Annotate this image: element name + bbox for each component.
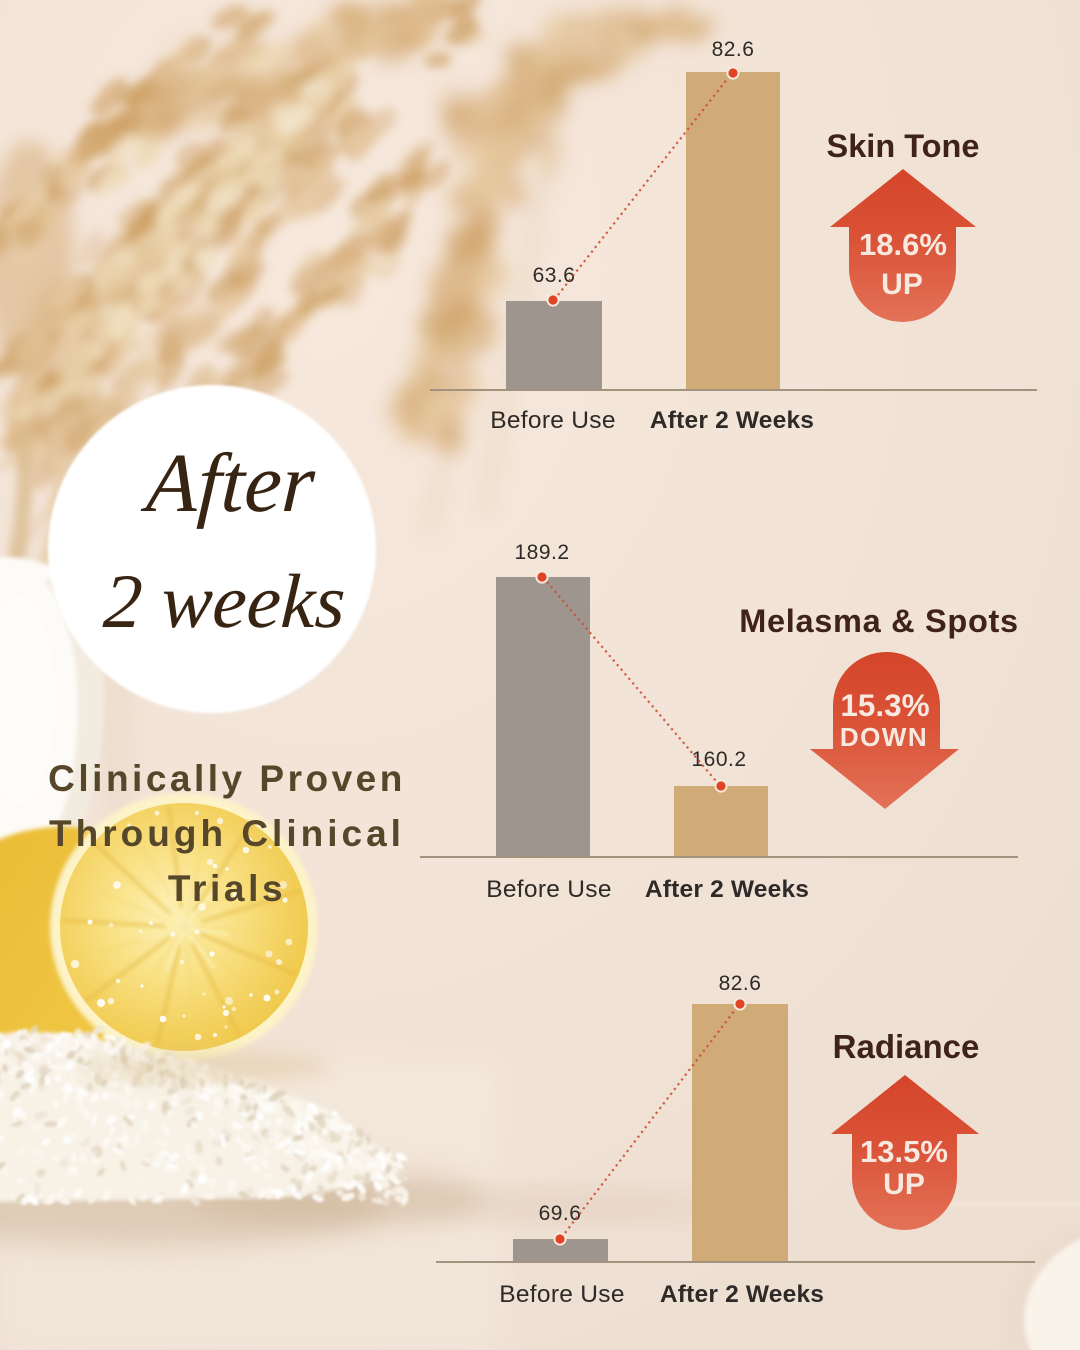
svg-text:15.3%: 15.3% — [840, 687, 929, 723]
svg-text:UP: UP — [883, 1168, 925, 1201]
svg-text:DOWN: DOWN — [840, 722, 928, 752]
svg-text:18.6%: 18.6% — [859, 227, 947, 262]
svg-text:UP: UP — [881, 268, 923, 301]
svg-text:13.5%: 13.5% — [860, 1134, 948, 1169]
